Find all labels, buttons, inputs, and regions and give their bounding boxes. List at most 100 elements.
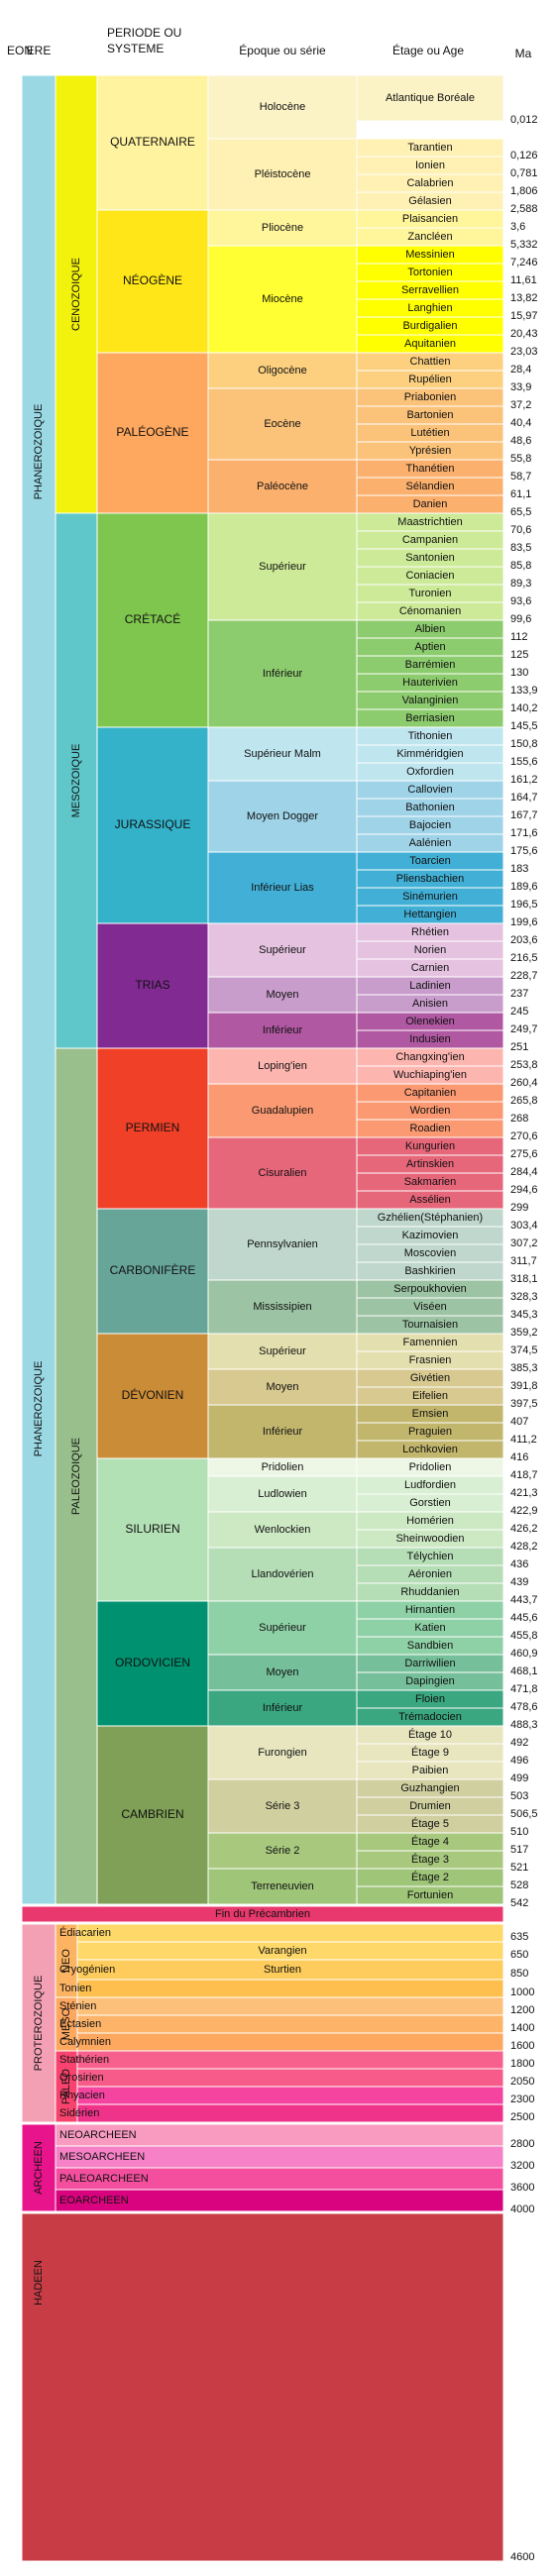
stage-label: Étage 5 [411,1817,449,1830]
stage-label: Ladinien [409,980,451,992]
ma-value: 203,6 [510,934,538,946]
proterozoic-row [55,2086,504,2105]
stage-label: Ludfordien [404,1479,456,1491]
epoch-label: Pridolien [262,1461,304,1473]
ma-value: 471,8 [510,1683,538,1695]
period-cell [96,1457,209,1602]
ma-value: 93,6 [510,595,531,607]
ma-value: 294,6 [510,1184,538,1196]
period-label: CAMBRIEN [121,1807,183,1821]
header-epoque: Époque ou série [239,43,326,57]
stage-label: Sakmarien [404,1176,457,1188]
period-cell [96,209,209,354]
stage-label: Hauterivien [402,677,458,689]
stage-label: Atlantique Boréale [386,92,475,104]
ma-value: 58,7 [510,471,531,483]
proterozoic-period-label: Rhyacien [59,2090,105,2101]
period-cell [96,1725,209,1905]
epoch-label: Série 3 [266,1800,300,1812]
ma-value: 2300 [510,2093,534,2105]
ma-value: 171,6 [510,827,538,839]
ma-value: 496 [510,1755,528,1767]
header-periode: PERIODE OU [107,26,181,40]
ma-value: 37,2 [510,399,531,411]
stage-label: Bajocien [409,819,451,831]
stage-label: Capitanien [404,1087,457,1099]
ma-value: 5,332 [510,239,538,251]
epoch-label: Ludlowien [258,1488,307,1500]
stage-label: Priabonien [404,391,457,403]
stage-label: Callovien [407,784,452,796]
proterozoic-row [55,2050,504,2070]
stage-label: Thanétien [406,463,455,475]
ma-value: 528 [510,1879,528,1891]
ma-value: 635 [510,1931,528,1943]
eon-label: ARCHEEN [33,2141,45,2195]
epoch-cell [207,1368,358,1406]
period-label: TRIAS [135,978,169,992]
proterozoic-row [55,2103,504,2123]
epoch-label: Wenlockien [255,1524,311,1536]
ma-value: 1,806 [510,185,538,197]
ma-value: 167,7 [510,809,538,821]
stage-label: Cénomanien [399,605,461,617]
stage-label: Langhien [407,302,452,314]
proterozoic-stage-label: Sturtien [264,1964,301,1976]
stage-label: Étage 9 [411,1746,449,1759]
ma-value: 1200 [510,2004,534,2016]
proterozoic-row [55,2014,504,2034]
epoch-cell [207,1333,358,1370]
stage-label: Drumien [409,1800,451,1812]
ma-value: 65,5 [510,506,531,518]
stage-label: Indusien [409,1033,451,1045]
epoch-cell [207,387,358,461]
archean-era-label: NEOARCHEEN [59,2129,137,2141]
stage-label: Dapingien [405,1675,455,1687]
stage-label: Gzhélien(Stéphanien) [378,1212,483,1224]
stage-label: Turonien [408,588,451,599]
ma-value: 270,6 [510,1130,538,1142]
stage-label: Messinien [405,249,455,261]
epoch-label: Miocène [262,293,303,305]
ma-value: 125 [510,649,528,661]
stage-label: Serpoukhovien [393,1283,466,1295]
epoch-label: Terreneuvien [251,1880,314,1892]
era-cell [55,1047,98,1905]
epoch-cell [207,1083,358,1138]
stage-label: Étage 3 [411,1853,449,1866]
stage-label: Famennien [402,1337,457,1348]
period-label: JURASSIQUE [115,817,191,831]
eon-label: HADEEN [33,2260,45,2306]
stage-label: Zancléen [407,231,452,243]
ma-value: 130 [510,667,528,679]
proterozoic-row [55,1996,504,2016]
ma-value: 268 [510,1113,528,1125]
eon-label: PROTEROZOIQUE [33,1976,45,2072]
epoch-cell [207,780,358,853]
stage-label: Lutétien [410,427,449,439]
ma-value: 307,2 [510,1237,538,1249]
ma-value: 436 [510,1558,528,1570]
proterozoic-subera-label: MESO [60,2007,72,2040]
ma-value: 299 [510,1202,528,1214]
stage-label: Sinémurien [402,891,458,903]
stage-label: Anisien [412,998,448,1010]
period-label: DÉVONIEN [122,1387,184,1402]
eon-cell [21,74,56,1905]
period-cell [96,1047,209,1210]
stage-label: Sélandien [406,481,455,492]
ma-value: 83,5 [510,542,531,554]
stage-label: Plaisancien [402,213,458,225]
era-cell [55,74,98,514]
ma-value: 133,9 [510,685,538,697]
ma-value: 416 [510,1451,528,1463]
stage-label: Guzhangien [400,1782,459,1794]
stage-label: Roadien [410,1123,451,1134]
stage-label: Kimméridgien [396,748,463,760]
epoch-label: Supérieur [259,1622,306,1634]
ma-value: 189,6 [510,881,538,893]
proterozoic-subera-label: NEO [60,1949,72,1973]
epoch-label: Inférieur Lias [251,882,314,894]
stage-label: Bathonien [405,802,455,813]
stage-label: Burdigalien [402,320,457,332]
